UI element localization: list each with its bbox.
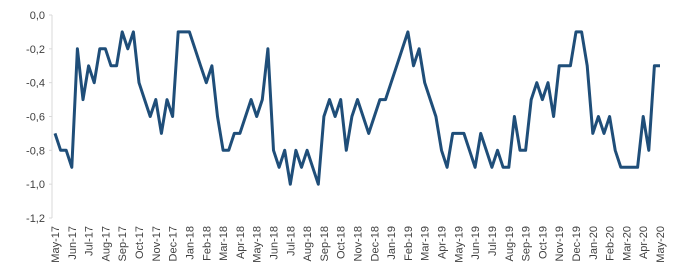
x-tick-label: Feb-20 [605, 226, 617, 261]
x-tick-label: Dec-19 [571, 226, 583, 261]
y-tick-label: -0,4 [26, 78, 45, 90]
x-tick-label: May-20 [655, 226, 667, 263]
x-tick-label: Apr-19 [437, 226, 449, 259]
x-tick-label: Aug-17 [100, 226, 112, 261]
y-tick-label: 0,0 [30, 10, 45, 22]
x-tick-label: May-18 [252, 226, 264, 263]
x-tick-label: Dec-17 [168, 226, 180, 261]
x-tick-label: Oct-19 [537, 226, 549, 259]
x-tick-label: Aug-18 [302, 226, 314, 261]
x-tick-label: May-17 [50, 226, 62, 263]
x-tick-label: Nov-19 [554, 226, 566, 261]
x-tick-label: Jan-18 [184, 226, 196, 260]
y-tick-label: -0,6 [26, 112, 45, 124]
x-tick-label: Feb-19 [403, 226, 415, 261]
x-tick-label: Apr-18 [235, 226, 247, 259]
x-tick-label: Sep-19 [521, 226, 533, 261]
x-tick-label: Jun-17 [67, 226, 79, 260]
x-tick-label: Jun-19 [470, 226, 482, 260]
x-tick-label: Sep-18 [319, 226, 331, 261]
x-tick-label: Sep-17 [117, 226, 129, 261]
x-tick-label: May-19 [453, 226, 465, 263]
y-tick-label: -0,8 [26, 145, 45, 157]
x-tick-label: Oct-17 [134, 226, 146, 259]
x-tick-label: Jul-17 [84, 226, 96, 256]
x-tick-label: Nov-18 [353, 226, 365, 261]
x-tick-label: Jan-19 [386, 226, 398, 260]
x-tick-label: Aug-19 [504, 226, 516, 261]
x-tick-label: Feb-18 [201, 226, 213, 261]
y-tick-label: -1,0 [26, 179, 45, 191]
x-tick-label: Jul-18 [285, 226, 297, 256]
x-tick-label: Apr-20 [638, 226, 650, 259]
y-tick-label: -0,2 [26, 44, 45, 56]
x-tick-label: Mar-18 [218, 226, 230, 261]
x-tick-label: Oct-18 [336, 226, 348, 259]
x-tick-label: Mar-19 [420, 226, 432, 261]
x-tick-label: Mar-20 [621, 226, 633, 261]
y-tick-label: -1,2 [26, 213, 45, 225]
x-tick-label: Jan-20 [588, 226, 600, 260]
data-line [53, 30, 660, 186]
x-tick-label: Nov-17 [151, 226, 163, 261]
x-tick-label: Jun-18 [268, 226, 280, 260]
x-tick-label: Jul-19 [487, 226, 499, 256]
x-tick-label: Dec-18 [369, 226, 381, 261]
